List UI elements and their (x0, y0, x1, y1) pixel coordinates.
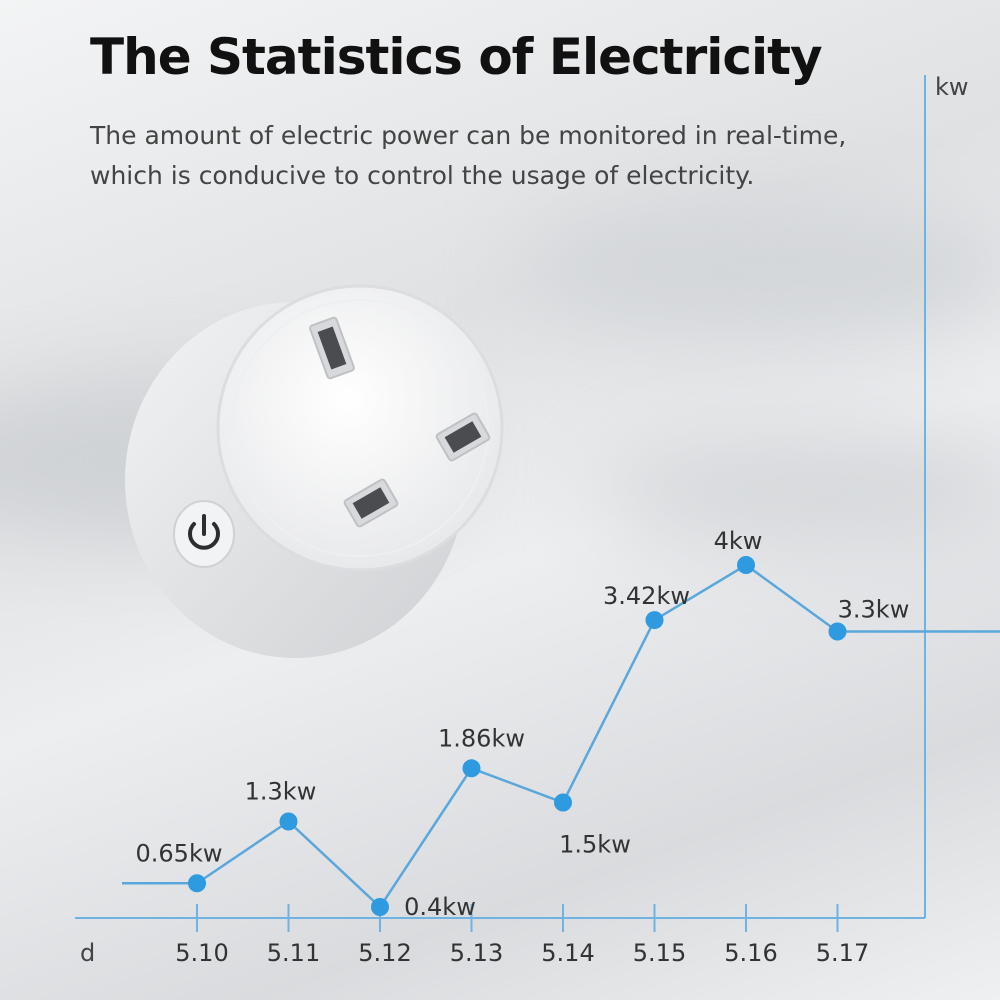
series: 0.65kw 1.3kw 0.4kw 1.86kw 1.5kw 3.42kw 4kw 3.3k… (122, 527, 1000, 921)
data-label: 4kw (714, 527, 763, 555)
data-point (645, 611, 664, 630)
data-point (737, 556, 755, 574)
page-title: The Statistics of Electricity (90, 28, 823, 86)
socket-slot (343, 478, 399, 528)
x-tick-label: 5.11 (267, 939, 320, 967)
x-tick-label: 5.13 (450, 939, 503, 967)
data-point (188, 874, 206, 893)
x-tick-label: 5.10 (175, 939, 228, 967)
data-label: 3.42kw (603, 582, 690, 610)
page-subtitle: The amount of electric power can be moni… (90, 121, 847, 190)
smart-plug-image (125, 284, 504, 658)
x-tick-label: 5.12 (358, 939, 411, 967)
socket-slot (435, 412, 491, 462)
data-label: 1.86kw (438, 724, 525, 752)
background-shadow (600, 430, 1000, 550)
data-label: 3.3kw (838, 596, 910, 624)
data-point (554, 793, 572, 812)
x-tick-label: 5.16 (724, 939, 777, 967)
power-icon (173, 500, 235, 568)
plug-face (216, 284, 504, 572)
x-ticks: 5.10 5.11 5.12 5.13 5.14 5.15 5.16 5.17 (175, 904, 869, 967)
series-line (196, 563, 839, 909)
data-label: 1.5kw (559, 831, 631, 859)
x-tick-label: 5.17 (816, 939, 869, 967)
data-label: 0.4kw (404, 893, 476, 921)
data-point (828, 622, 847, 641)
x-tick-label: 5.15 (633, 939, 686, 967)
data-point (462, 759, 481, 778)
socket-slot (309, 316, 355, 380)
background-shadow (520, 200, 1000, 340)
x-axis-label: d (80, 939, 95, 967)
x-tick-label: 5.14 (541, 939, 594, 967)
y-axis-label: kw (935, 73, 969, 101)
chart-axes (75, 75, 926, 919)
data-point (371, 898, 389, 916)
plug-face-ring (231, 299, 489, 557)
data-label: 0.65kw (136, 839, 223, 867)
data-label: 1.3kw (245, 778, 317, 806)
data-point (279, 812, 298, 831)
